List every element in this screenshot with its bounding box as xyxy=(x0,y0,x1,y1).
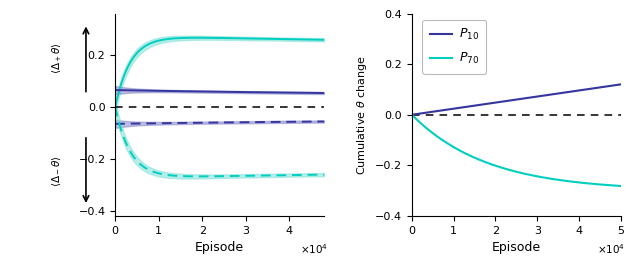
$P_{10}$ xyxy=(532,95,540,98)
$P_{10}$ xyxy=(408,113,416,116)
X-axis label: Episode: Episode xyxy=(195,241,244,254)
$P_{70}$ xyxy=(579,181,587,184)
Y-axis label: Cumulative $\theta$ change: Cumulative $\theta$ change xyxy=(355,55,369,175)
$P_{10}$ xyxy=(579,88,587,92)
X-axis label: Episode: Episode xyxy=(492,241,541,254)
$P_{70}$ xyxy=(612,184,620,187)
Text: $\langle\Delta_+\theta\rangle$: $\langle\Delta_+\theta\rangle$ xyxy=(50,42,63,74)
$P_{10}$ xyxy=(509,99,516,102)
$P_{10}$ xyxy=(521,97,529,100)
Text: $\times10^4$: $\times10^4$ xyxy=(596,242,625,256)
$P_{70}$ xyxy=(617,184,625,188)
$P_{10}$ xyxy=(508,99,515,102)
$P_{10}$ xyxy=(617,83,625,86)
Legend: $P_{10}$, $P_{70}$: $P_{10}$, $P_{70}$ xyxy=(422,20,486,74)
$P_{70}$ xyxy=(532,174,540,178)
Line: $P_{10}$: $P_{10}$ xyxy=(412,84,621,115)
$P_{10}$ xyxy=(612,83,620,87)
$P_{70}$ xyxy=(509,169,516,172)
Line: $P_{70}$: $P_{70}$ xyxy=(412,115,621,186)
$P_{70}$ xyxy=(408,113,416,116)
$P_{70}$ xyxy=(521,172,529,176)
Text: $\langle\Delta_-\theta\rangle$: $\langle\Delta_-\theta\rangle$ xyxy=(51,156,63,187)
$P_{70}$ xyxy=(508,169,515,172)
Text: $\times10^4$: $\times10^4$ xyxy=(300,242,328,256)
